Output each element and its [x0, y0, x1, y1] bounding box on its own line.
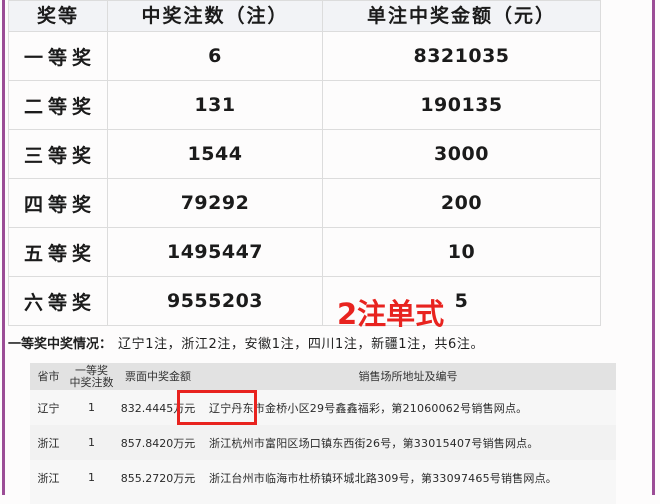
first-prize-summary-label: 一等奖中奖情况：: [8, 337, 113, 352]
spacer-cell: [200, 495, 616, 504]
page-rail-right: [652, 0, 655, 495]
spacer-cell: [30, 495, 67, 504]
detail-cell-amount: 855.2720万元: [116, 460, 200, 495]
table-row: 四等奖 79292 200: [8, 178, 601, 228]
cell-grade: 四等奖: [8, 178, 108, 228]
table-row: 一等奖 6 8321035: [8, 31, 601, 81]
cell-amount: 190135: [322, 80, 601, 130]
table-row: 辽宁 1 832.4445万元 辽宁丹东市金桥小区29号鑫鑫福彩，第210600…: [30, 390, 616, 425]
detail-cell-count: 1: [67, 390, 116, 425]
header-amount: 单注中奖金额（元）: [322, 0, 601, 32]
first-prize-summary-detail: 辽宁1注，浙江2注，安徽1注，四川1注，新疆1注，共6注。: [118, 337, 485, 352]
cell-amount: 8321035: [322, 31, 601, 81]
prize-table-header-row: 奖等 中奖注数（注） 单注中奖金额（元）: [8, 0, 601, 32]
header-grade: 奖等: [8, 0, 108, 32]
cell-amount: 3000: [322, 129, 601, 179]
detail-cell-count: 1: [67, 460, 116, 495]
detail-header-address: 销售场所地址及编号: [200, 363, 616, 390]
detail-cell-amount: 832.4445万元: [116, 390, 200, 425]
table-row: 浙江 1 857.8420万元 浙江杭州市富阳区场口镇东西街26号，第33015…: [30, 425, 616, 460]
cell-grade: 三等奖: [8, 129, 108, 179]
detail-cell-province: 浙江: [30, 460, 67, 495]
detail-header-count-line2: 中奖注数: [69, 375, 114, 389]
cell-amount: 200: [322, 178, 601, 228]
table-row: 五等奖 1495447 10: [8, 227, 601, 277]
detail-cell-count: 1: [67, 425, 116, 460]
detail-header-count: 一等奖 中奖注数: [67, 363, 116, 390]
cell-count: 1544: [107, 129, 323, 179]
table-row: 三等奖 1544 3000: [8, 129, 601, 179]
cell-amount: 10: [322, 227, 601, 277]
cell-grade: 一等奖: [8, 31, 108, 81]
first-prize-detail-table: 省市 一等奖 中奖注数 票面中奖金额 销售场所地址及编号 辽宁 1 832.44…: [30, 363, 616, 504]
cell-grade: 六等奖: [8, 276, 108, 326]
detail-table-header-row: 省市 一等奖 中奖注数 票面中奖金额 销售场所地址及编号: [30, 363, 616, 390]
single-form-annotation: 2注单式: [337, 297, 445, 331]
table-row: 浙江 1 855.2720万元 浙江台州市临海市杜桥镇环城北路309号，第330…: [30, 460, 616, 495]
detail-cell-amount: 857.8420万元: [116, 425, 200, 460]
cell-grade: 五等奖: [8, 227, 108, 277]
detail-cell-province: 浙江: [30, 425, 67, 460]
table-row: 二等奖 131 190135: [8, 80, 601, 130]
detail-cell-address: 辽宁丹东市金桥小区29号鑫鑫福彩，第21060062号销售网点。: [200, 390, 616, 425]
detail-cell-province: 辽宁: [30, 390, 67, 425]
detail-header-amount: 票面中奖金额: [116, 363, 200, 390]
cell-count: 1495447: [107, 227, 323, 277]
spacer-cell: [67, 495, 116, 504]
detail-header-province: 省市: [30, 363, 67, 390]
cell-count: 9555203: [107, 276, 323, 326]
detail-header-count-line1: 一等奖: [75, 363, 108, 377]
first-prize-summary: 一等奖中奖情况： 辽宁1注，浙江2注，安徽1注，四川1注，新疆1注，共6注。: [8, 336, 484, 354]
header-count: 中奖注数（注）: [107, 0, 323, 32]
prize-level-table: 奖等 中奖注数（注） 单注中奖金额（元） 一等奖 6 8321035 二等奖 1…: [8, 0, 601, 326]
cell-grade: 二等奖: [8, 80, 108, 130]
table-row: 六等奖 9555203 5: [8, 276, 601, 326]
detail-cell-address: 浙江台州市临海市杜桥镇环城北路309号，第33097465号销售网点。: [200, 460, 616, 495]
cell-amount: 5: [322, 276, 601, 326]
spacer-cell: [116, 495, 200, 504]
table-row-spacer: [30, 495, 616, 504]
cell-count: 131: [107, 80, 323, 130]
page-rail-left: [2, 0, 5, 495]
detail-cell-address: 浙江杭州市富阳区场口镇东西街26号，第33015407号销售网点。: [200, 425, 616, 460]
cell-count: 79292: [107, 178, 323, 228]
cell-count: 6: [107, 31, 323, 81]
